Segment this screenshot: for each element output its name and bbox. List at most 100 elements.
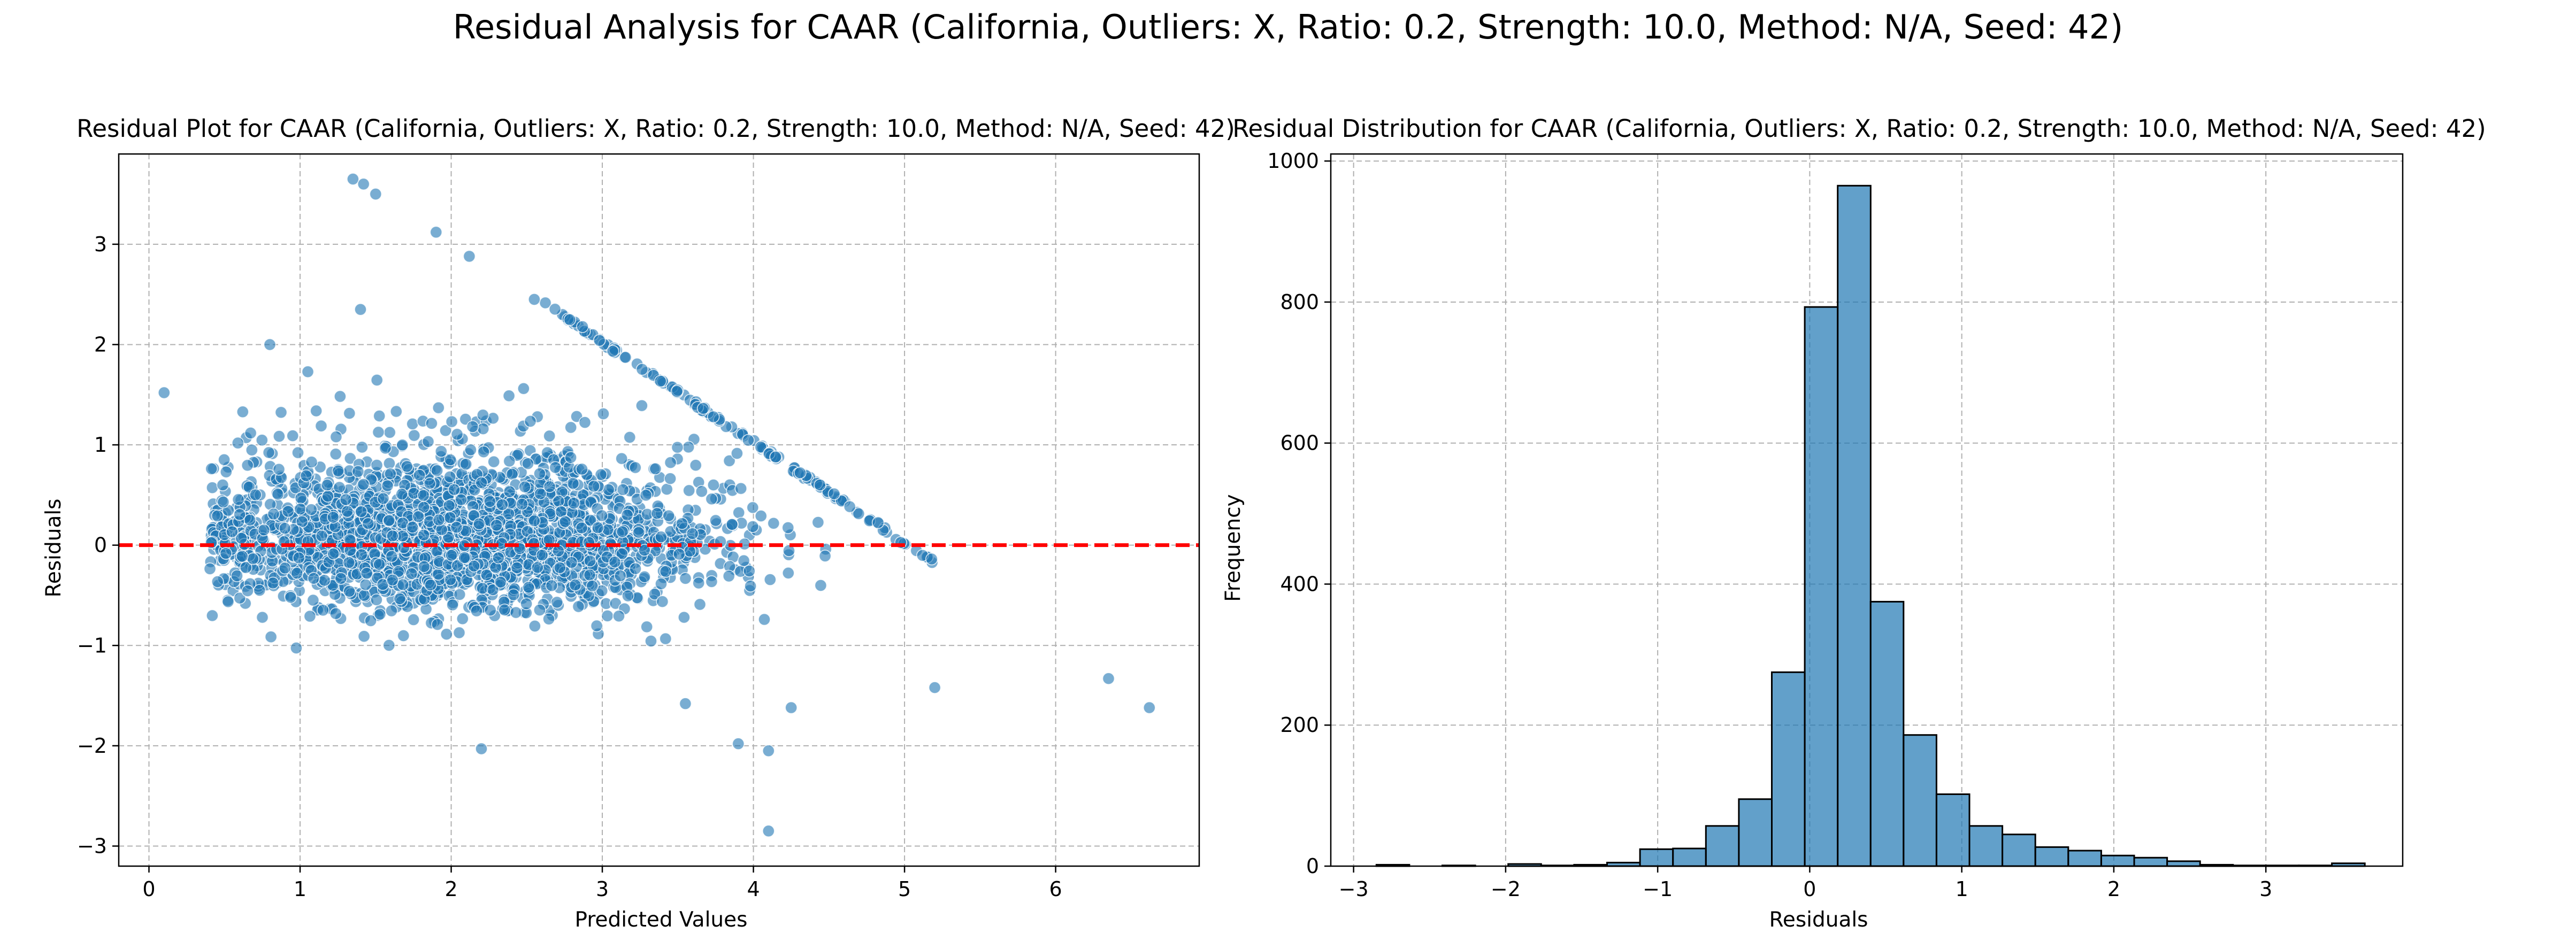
scatter-point: [782, 567, 795, 580]
scatter-point: [354, 303, 367, 316]
scatter-point: [393, 592, 407, 605]
scatter-point: [396, 438, 409, 452]
scatter-point: [671, 441, 684, 454]
scatter-point: [705, 575, 718, 588]
histogram-xtick-label: 3: [2259, 877, 2272, 901]
scatter-point: [333, 481, 346, 494]
scatter-point: [670, 385, 684, 398]
scatter-point: [502, 507, 515, 520]
scatter-point: [408, 429, 421, 442]
scatter-point: [453, 626, 466, 639]
scatter-xtick-label: 5: [898, 877, 911, 901]
scatter-point: [689, 459, 702, 472]
scatter-point: [527, 514, 541, 527]
scatter-point: [696, 402, 710, 415]
histogram-bar: [1804, 306, 1839, 867]
scatter-point: [843, 500, 856, 513]
scatter-point: [292, 446, 304, 459]
scatter-point: [339, 493, 352, 506]
scatter-point: [245, 443, 258, 457]
scatter-point: [649, 462, 662, 475]
scatter-point: [528, 620, 541, 632]
scatter-point: [635, 399, 648, 412]
scatter-point: [239, 561, 252, 574]
scatter-point: [400, 460, 413, 473]
scatter-point: [510, 561, 524, 574]
scatter-point: [477, 408, 489, 422]
scatter-point: [233, 591, 247, 605]
scatter-point: [347, 173, 359, 186]
scatter-point: [382, 639, 396, 652]
scatter-point: [608, 555, 622, 568]
histogram-bar: [1837, 184, 1872, 867]
scatter-point: [370, 374, 384, 387]
scatter-point: [476, 582, 489, 595]
scatter-point: [678, 611, 691, 624]
scatter-point: [456, 612, 469, 626]
scatter-point: [492, 551, 505, 565]
scatter-point: [397, 629, 410, 642]
scatter-point: [272, 462, 286, 476]
scatter-point: [373, 558, 386, 571]
scatter-point: [638, 570, 651, 583]
scatter-point: [818, 550, 832, 562]
scatter-point: [676, 517, 688, 530]
scatter-point: [612, 609, 625, 623]
figure-suptitle: Residual Analysis for CAAR (California, …: [453, 7, 2123, 47]
scatter-point: [445, 549, 458, 562]
histogram-bar: [1639, 848, 1674, 867]
scatter-point: [262, 446, 275, 459]
scatter-point: [247, 552, 259, 565]
scatter-point: [692, 576, 705, 590]
scatter-point: [533, 467, 546, 480]
scatter-point: [586, 580, 599, 592]
scatter-point: [263, 338, 277, 351]
scatter-point: [359, 578, 372, 591]
scatter-point: [459, 458, 473, 471]
scatter-point: [303, 609, 317, 623]
scatter-point: [664, 456, 677, 469]
scatter-point: [583, 568, 596, 582]
scatter-point: [217, 496, 230, 508]
scatter-point: [781, 521, 795, 534]
scatter-xlabel: Predicted Values: [575, 908, 748, 932]
scatter-point: [635, 362, 649, 376]
histogram-bar: [2067, 850, 2102, 867]
histogram-bar: [1903, 734, 1937, 867]
scatter-point: [445, 415, 458, 428]
histogram-bar: [1968, 825, 2004, 867]
scatter-point: [578, 416, 592, 429]
scatter-point: [226, 525, 239, 538]
scatter-ylabel: Residuals: [42, 498, 66, 597]
scatter-point: [654, 375, 667, 388]
scatter-point: [480, 568, 493, 581]
scatter-point: [392, 565, 405, 578]
scatter-point: [385, 604, 398, 618]
scatter-point: [264, 630, 278, 643]
scatter-point: [231, 436, 244, 450]
scatter-point: [754, 510, 768, 522]
scatter-point: [629, 562, 642, 575]
scatter-point: [430, 226, 443, 239]
scatter-point: [448, 483, 461, 496]
scatter-point: [233, 508, 246, 521]
scatter-point: [550, 596, 564, 609]
scatter-point: [443, 470, 457, 483]
scatter-point: [343, 585, 356, 598]
scatter-point: [503, 485, 516, 498]
scatter-point: [522, 457, 534, 470]
scatter-point: [656, 595, 669, 608]
scatter-point: [467, 560, 481, 573]
scatter-point: [463, 250, 476, 263]
scatter-point: [507, 588, 520, 601]
scatter-point: [615, 452, 628, 465]
scatter-point: [542, 613, 555, 626]
scatter-point: [453, 588, 466, 601]
scatter-point: [373, 608, 387, 621]
histogram-bar: [2133, 857, 2168, 867]
scatter-point: [518, 480, 532, 493]
scatter-point: [709, 514, 722, 527]
scatter-point: [421, 435, 435, 448]
scatter-point: [357, 478, 370, 491]
scatter-point: [494, 576, 507, 589]
